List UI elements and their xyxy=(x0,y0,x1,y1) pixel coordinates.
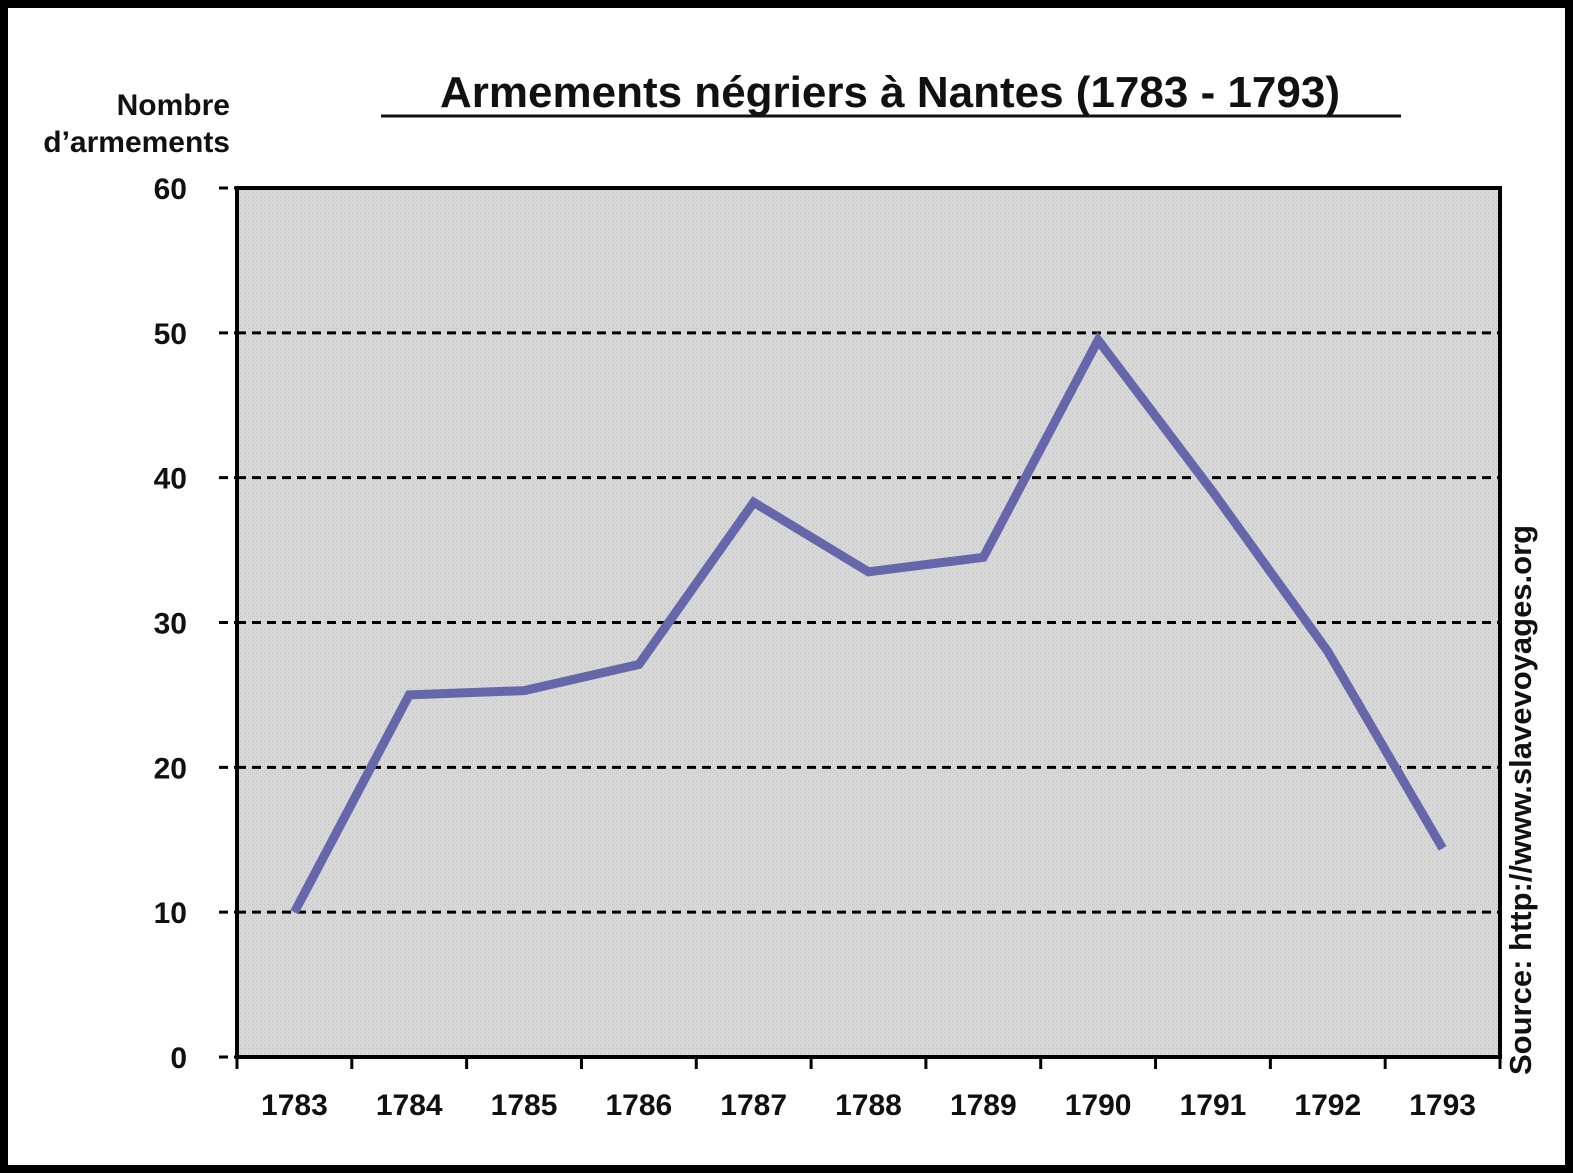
data-point-1793 xyxy=(1442,847,1444,849)
x-tick-label-1787: 1787 xyxy=(720,1089,787,1122)
y-tick-label-60: 60 xyxy=(154,173,187,206)
x-tick-label-1788: 1788 xyxy=(835,1089,902,1122)
y-tick-label-10: 10 xyxy=(154,897,187,930)
source-label: Source: http://www.slavevoyages.org xyxy=(1503,525,1538,1075)
x-tick-label-1791: 1791 xyxy=(1180,1089,1247,1122)
y-tick-label-30: 30 xyxy=(154,608,187,641)
data-point-1788 xyxy=(868,571,869,573)
data-point-1787 xyxy=(753,501,755,503)
y-axis-label-line-2: d’armements xyxy=(43,126,230,159)
x-tick-label-1783: 1783 xyxy=(261,1089,328,1122)
x-axis-ticks: 1783 1784 1785 1786 1787 1788 1789 1790 1791 1792… xyxy=(235,1057,1502,1122)
x-tick-label-1784: 1784 xyxy=(376,1089,443,1122)
data-point-1786 xyxy=(638,664,640,666)
gridlines xyxy=(237,331,1500,914)
x-tick-label-1793: 1793 xyxy=(1409,1089,1476,1122)
x-tick-label-1792: 1792 xyxy=(1294,1089,1361,1122)
y-axis-label-line-1: Nombre xyxy=(117,89,230,122)
series-group xyxy=(290,331,1447,915)
y-tick-label-50: 50 xyxy=(154,318,187,351)
data-point-1792 xyxy=(1327,650,1329,652)
x-tick-label-1790: 1790 xyxy=(1065,1089,1132,1122)
y-tick-label-40: 40 xyxy=(154,463,187,496)
data-point-1791 xyxy=(1212,491,1214,493)
x-tick-label-1786: 1786 xyxy=(605,1089,672,1122)
x-tick-label-1785: 1785 xyxy=(491,1089,558,1122)
y-tick-label-20: 20 xyxy=(154,752,187,785)
y-axis-ticks: 0 10 20 30 40 50 60 xyxy=(154,173,237,1075)
chart-title: Armements négriers à Nantes (1783 - 1793… xyxy=(440,68,1340,117)
x-tick-label-1789: 1789 xyxy=(950,1089,1017,1122)
y-tick-label-0: 0 xyxy=(170,1042,187,1075)
data-point-1790 xyxy=(1097,339,1099,341)
data-point-1785 xyxy=(523,690,525,692)
data-point-1784 xyxy=(408,694,410,696)
data-point-1783 xyxy=(293,911,295,913)
data-point-1789 xyxy=(982,556,984,558)
